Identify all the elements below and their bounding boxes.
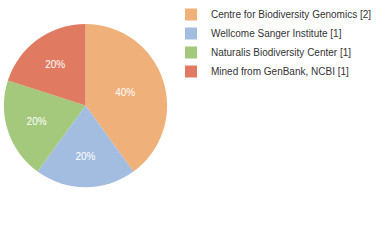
svg-text:40%: 40% [115,87,135,98]
svg-text:20%: 20% [45,59,65,70]
svg-text:Naturalis Biodiversity Center: Naturalis Biodiversity Center [1] [211,47,351,58]
svg-text:20%: 20% [75,151,95,162]
svg-text:Mined from GenBank, NCBI [1]: Mined from GenBank, NCBI [1] [211,66,349,77]
svg-text:Wellcome Sanger Institute [1]: Wellcome Sanger Institute [1] [211,28,342,39]
svg-text:20%: 20% [27,116,47,127]
svg-text:Centre for Biodiversity Genomi: Centre for Biodiversity Genomics [2] [211,9,371,20]
